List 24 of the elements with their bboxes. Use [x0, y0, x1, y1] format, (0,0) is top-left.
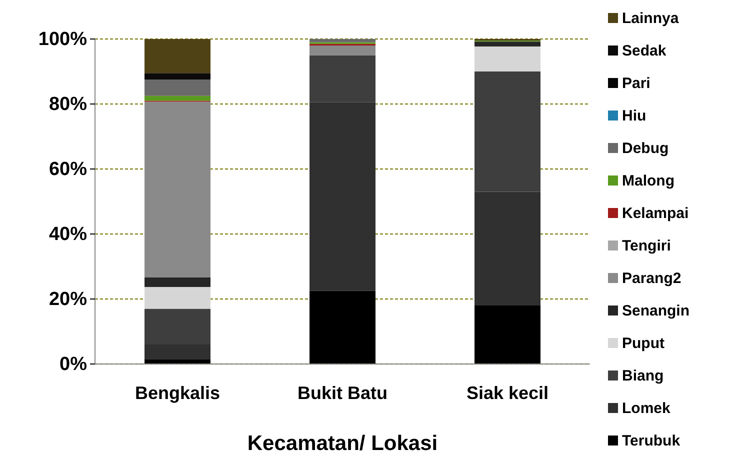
y-tick-label: 100% — [38, 29, 88, 50]
legend-label: Malong — [622, 172, 674, 190]
legend-label: Debug — [622, 140, 669, 157]
legend-label: Sedak — [622, 42, 667, 60]
y-tick-label: 80% — [48, 94, 88, 116]
legend-label: Puput — [622, 335, 664, 352]
y-tick-label: 0% — [60, 354, 88, 376]
legend-label: Hiu — [622, 108, 646, 124]
x-axis-title: Kecamatan/ Lokasi — [247, 432, 438, 455]
x-tick-label: Bukit Batu — [298, 382, 388, 403]
x-tick-label: Bengkalis — [134, 382, 220, 403]
legend-label: Lainnya — [622, 10, 680, 27]
legend-label: Parang2 — [622, 270, 682, 287]
legend-label: Pari — [622, 75, 650, 92]
legend-label: Terubuk — [622, 432, 681, 450]
legend-label: Lomek — [622, 400, 672, 417]
legend-label: Tengiri — [622, 238, 671, 254]
y-tick-label: 20% — [48, 289, 88, 310]
legend-label: Biang — [622, 368, 664, 384]
y-tick-label: 40% — [48, 224, 88, 246]
y-tick-label: 60% — [48, 159, 88, 180]
x-tick-label: Siak kecil — [466, 382, 549, 403]
legend-label: Senangin — [622, 302, 690, 320]
legend-label: Kelampai — [622, 205, 689, 222]
